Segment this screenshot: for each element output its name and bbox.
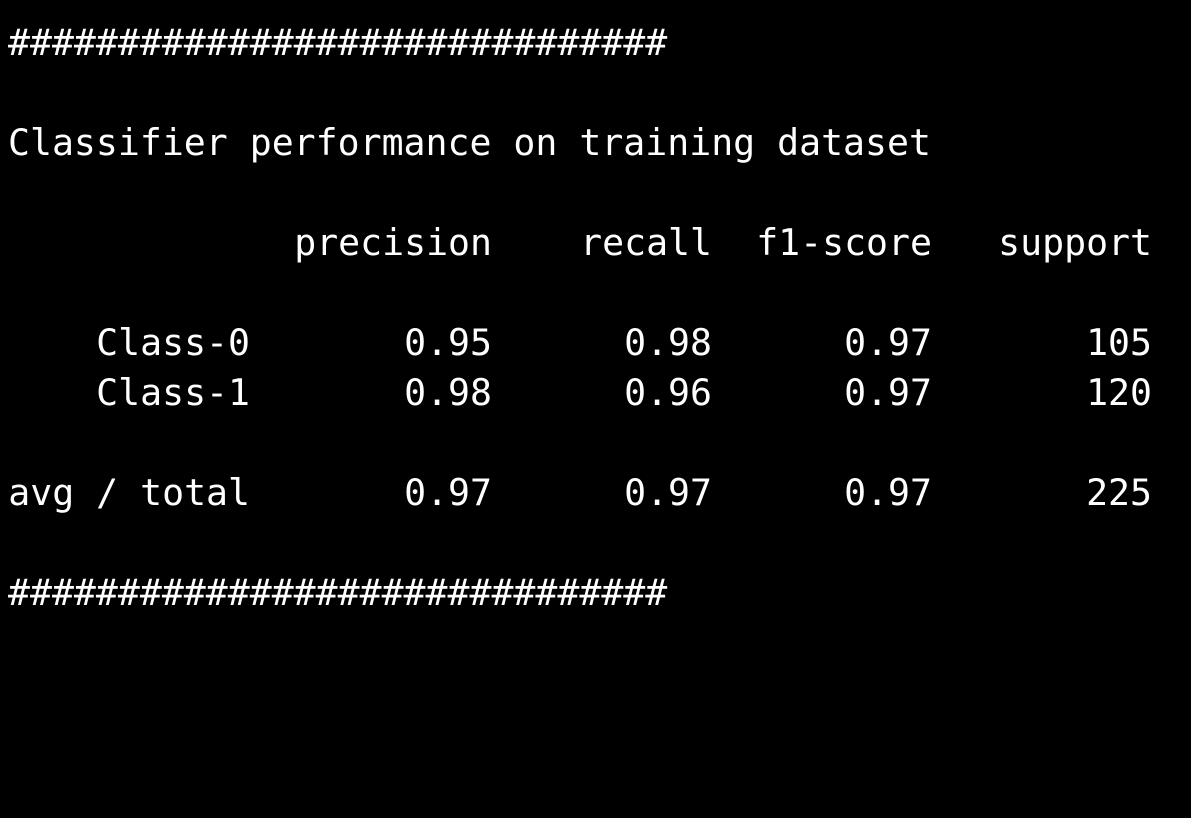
support-value: 225: [1086, 471, 1152, 514]
column-header-f1-score: f1-score: [756, 221, 932, 264]
column-header-support: support: [998, 221, 1152, 264]
table-header-row: precision recall f1-score support: [0, 218, 1191, 268]
terminal-window: ############################## Classifie…: [0, 21, 1191, 614]
separator-bottom: ##############################: [8, 571, 668, 614]
summary-label: avg / total: [8, 471, 250, 514]
column-header-precision: precision: [294, 221, 492, 264]
column-header-recall: recall: [580, 221, 712, 264]
table-summary-row: avg / total 0.97 0.97 0.97 225: [0, 468, 1191, 518]
recall-value: 0.98: [624, 321, 712, 364]
support-value: 120: [1086, 371, 1152, 414]
row-label: Class-1: [96, 371, 250, 414]
precision-value: 0.97: [404, 471, 492, 514]
separator-top: ##############################: [8, 21, 668, 64]
support-value: 105: [1086, 321, 1152, 364]
table-row: Class-0 0.95 0.98 0.97 105: [0, 318, 1191, 368]
f1-score-value: 0.97: [844, 321, 932, 364]
f1-score-value: 0.97: [844, 471, 932, 514]
f1-score-value: 0.97: [844, 371, 932, 414]
table-row: Class-1 0.98 0.96 0.97 120: [0, 368, 1191, 418]
row-label: Class-0: [96, 321, 250, 364]
recall-value: 0.96: [624, 371, 712, 414]
precision-value: 0.95: [404, 321, 492, 364]
recall-value: 0.97: [624, 471, 712, 514]
precision-value: 0.98: [404, 371, 492, 414]
report-heading: Classifier performance on training datas…: [8, 121, 931, 164]
